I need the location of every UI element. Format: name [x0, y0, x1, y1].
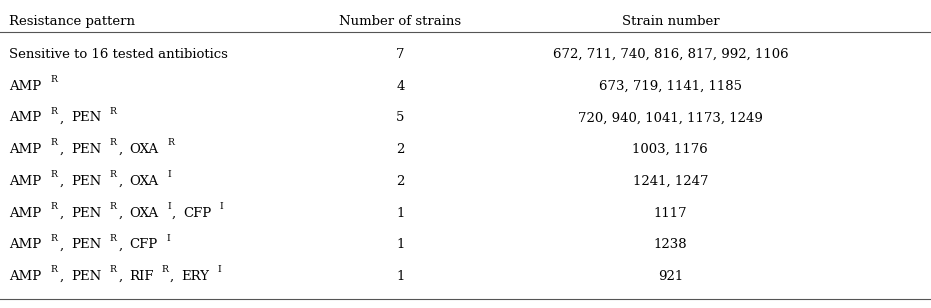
Text: AMP: AMP [9, 111, 42, 124]
Text: ,: , [60, 270, 68, 283]
Text: 5: 5 [397, 111, 404, 124]
Text: ,: , [172, 207, 181, 220]
Text: OXA: OXA [129, 175, 159, 188]
Text: I: I [166, 234, 169, 243]
Text: R: R [51, 202, 58, 211]
Text: 7: 7 [396, 48, 405, 61]
Text: ,: , [60, 175, 68, 188]
Text: R: R [161, 265, 169, 274]
Text: AMP: AMP [9, 143, 42, 156]
Text: ,: , [119, 270, 128, 283]
Text: CFP: CFP [129, 238, 158, 251]
Text: ,: , [119, 175, 128, 188]
Text: PEN: PEN [71, 207, 101, 220]
Text: PEN: PEN [71, 143, 101, 156]
Text: 2: 2 [397, 175, 404, 188]
Text: R: R [51, 265, 58, 274]
Text: R: R [51, 107, 58, 116]
Text: ,: , [119, 238, 128, 251]
Text: 1: 1 [397, 207, 404, 220]
Text: Number of strains: Number of strains [339, 15, 462, 28]
Text: ,: , [170, 270, 179, 283]
Text: I: I [220, 202, 223, 211]
Text: ,: , [119, 143, 128, 156]
Text: CFP: CFP [182, 207, 211, 220]
Text: 1003, 1176: 1003, 1176 [632, 143, 708, 156]
Text: R: R [51, 234, 58, 243]
Text: Resistance pattern: Resistance pattern [9, 15, 135, 28]
Text: 1: 1 [397, 238, 404, 251]
Text: AMP: AMP [9, 238, 42, 251]
Text: PEN: PEN [71, 175, 101, 188]
Text: R: R [51, 75, 58, 84]
Text: 720, 940, 1041, 1173, 1249: 720, 940, 1041, 1173, 1249 [578, 111, 762, 124]
Text: R: R [51, 170, 58, 179]
Text: 673, 719, 1141, 1185: 673, 719, 1141, 1185 [599, 80, 742, 93]
Text: 921: 921 [657, 270, 683, 283]
Text: 1241, 1247: 1241, 1247 [632, 175, 708, 188]
Text: R: R [110, 234, 116, 243]
Text: RIF: RIF [129, 270, 155, 283]
Text: R: R [110, 107, 116, 116]
Text: 1117: 1117 [654, 207, 687, 220]
Text: R: R [168, 138, 174, 148]
Text: 1: 1 [397, 270, 404, 283]
Text: ERY: ERY [182, 270, 209, 283]
Text: R: R [110, 265, 116, 274]
Text: PEN: PEN [71, 238, 101, 251]
Text: I: I [168, 202, 171, 211]
Text: ,: , [119, 207, 128, 220]
Text: ,: , [60, 143, 68, 156]
Text: ,: , [60, 238, 68, 251]
Text: PEN: PEN [71, 270, 101, 283]
Text: Sensitive to 16 tested antibiotics: Sensitive to 16 tested antibiotics [9, 48, 228, 61]
Text: I: I [168, 170, 171, 179]
Text: AMP: AMP [9, 80, 42, 93]
Text: Strain number: Strain number [622, 15, 719, 28]
Text: OXA: OXA [129, 143, 159, 156]
Text: AMP: AMP [9, 207, 42, 220]
Text: OXA: OXA [129, 207, 159, 220]
Text: 1238: 1238 [654, 238, 687, 251]
Text: AMP: AMP [9, 175, 42, 188]
Text: R: R [110, 170, 116, 179]
Text: AMP: AMP [9, 270, 42, 283]
Text: ,: , [60, 207, 68, 220]
Text: 4: 4 [397, 80, 404, 93]
Text: 672, 711, 740, 816, 817, 992, 1106: 672, 711, 740, 816, 817, 992, 1106 [552, 48, 789, 61]
Text: 2: 2 [397, 143, 404, 156]
Text: R: R [51, 138, 58, 148]
Text: I: I [217, 265, 221, 274]
Text: ,: , [60, 111, 68, 124]
Text: PEN: PEN [71, 111, 101, 124]
Text: R: R [110, 202, 116, 211]
Text: R: R [110, 138, 116, 148]
